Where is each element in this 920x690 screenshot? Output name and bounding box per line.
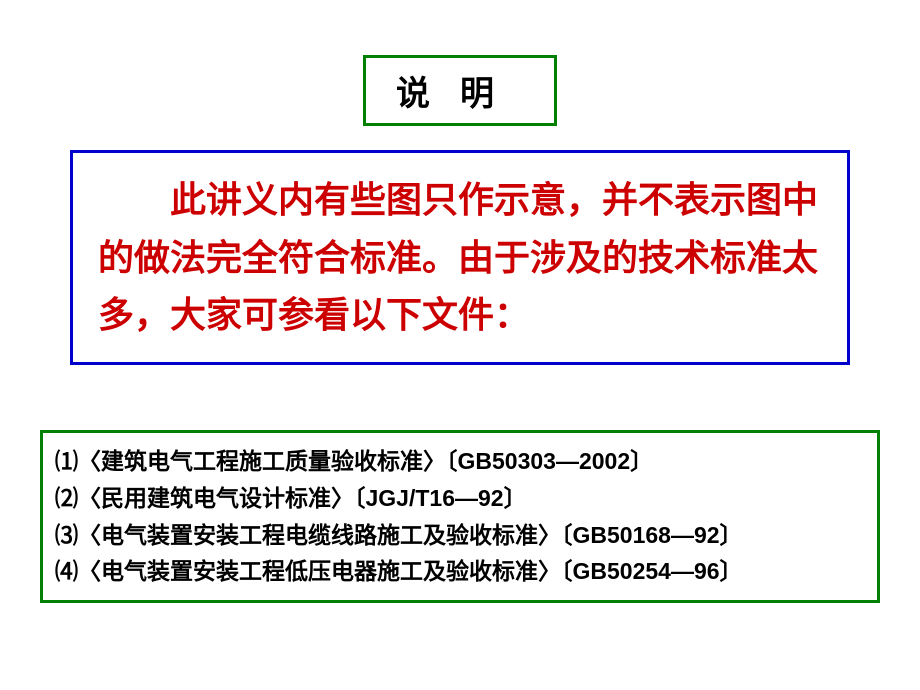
list-item: ⑷〈电气装置安装工程低压电器施工及验收标准〉〔GB50254—96〕 [55, 553, 865, 590]
title-text: 说明 [396, 66, 524, 115]
references-box: ⑴〈建筑电气工程施工质量验收标准〉〔GB50303—2002〕 ⑵〈民用建筑电气… [40, 430, 880, 603]
main-content-text: 此讲义内有些图只作示意，并不表示图中的做法完全符合标准。由于涉及的技术标准太多，… [98, 171, 822, 344]
list-item: ⑶〈电气装置安装工程电缆线路施工及验收标准〉〔GB50168—92〕 [55, 517, 865, 554]
list-item: ⑵〈民用建筑电气设计标准〉〔JGJ/T16—92〕 [55, 480, 865, 517]
list-item: ⑴〈建筑电气工程施工质量验收标准〉〔GB50303—2002〕 [55, 443, 865, 480]
title-box: 说明 [363, 55, 557, 126]
main-content-box: 此讲义内有些图只作示意，并不表示图中的做法完全符合标准。由于涉及的技术标准太多，… [70, 150, 850, 365]
